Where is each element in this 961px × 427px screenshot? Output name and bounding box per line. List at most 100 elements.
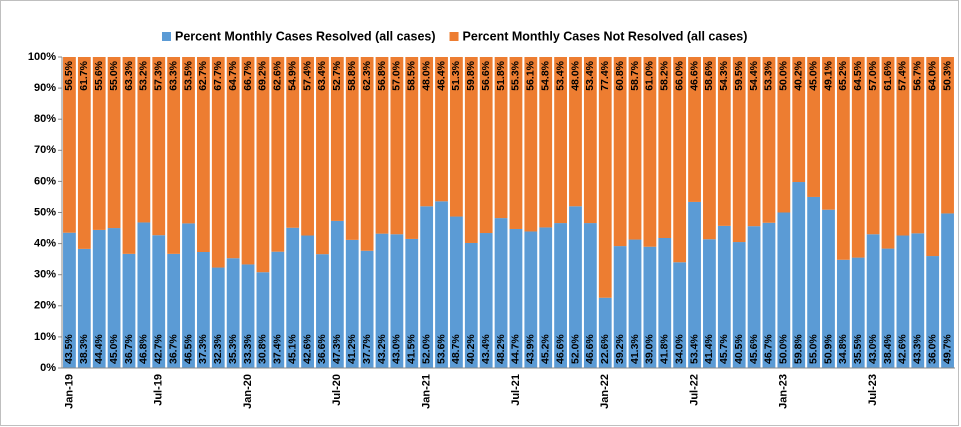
bar-segment [688, 57, 701, 202]
bar-segment [554, 223, 567, 368]
y-tick-label: 80% [34, 113, 56, 125]
bar-segment [494, 57, 508, 219]
bar-segment [822, 57, 835, 210]
value-label: 45.1% [286, 334, 298, 364]
x-tick-label: Jul-22 [688, 374, 700, 406]
x-tick-label: Jan-21 [421, 374, 433, 409]
bar-segment [896, 57, 910, 236]
bar-segment [152, 57, 166, 236]
bar-segment [301, 57, 314, 236]
value-label: 62.7% [197, 60, 209, 90]
value-label: 43.3% [912, 334, 924, 364]
value-label: 32.3% [212, 334, 224, 364]
value-label: 43.9% [525, 334, 537, 364]
x-tick-label: Jan-19 [63, 374, 75, 409]
bar-segment [866, 57, 880, 235]
value-label: 54.8% [539, 60, 551, 90]
value-label: 58.8% [346, 60, 358, 90]
bar-segment [881, 57, 895, 249]
bar-segment [63, 232, 76, 368]
bar-segment [836, 259, 850, 368]
bar-segment [703, 239, 716, 368]
value-label: 50.0% [778, 60, 790, 90]
bar-segment [405, 57, 419, 239]
value-label: 35.3% [227, 334, 239, 364]
bar-segment [360, 250, 374, 368]
value-label: 35.5% [852, 334, 864, 364]
bar-segment [286, 57, 300, 228]
bar-segment [92, 229, 106, 368]
y-tick-label: 70% [34, 144, 56, 156]
bar-segment [464, 57, 478, 243]
value-label: 53.6% [435, 334, 447, 364]
bar-segment [673, 262, 687, 368]
bar-segment [494, 218, 508, 368]
bar-segment [375, 57, 389, 234]
value-label: 45.0% [108, 334, 120, 364]
value-label: 53.4% [688, 334, 700, 364]
value-label: 39.0% [644, 334, 656, 364]
value-label: 57.0% [867, 60, 879, 90]
bar-segment [152, 235, 166, 368]
bar-segment [881, 248, 895, 368]
value-label: 55.0% [108, 60, 120, 90]
bar-segment [63, 57, 76, 233]
value-label: 45.2% [539, 334, 551, 364]
bar-segment [107, 57, 121, 229]
value-label: 59.5% [733, 60, 745, 90]
bar-segment [777, 212, 791, 368]
value-label: 53.4% [584, 60, 596, 90]
bar-segment [435, 201, 448, 368]
value-label: 77.4% [599, 60, 611, 90]
y-tick-label: 0% [40, 362, 56, 374]
value-label: 34.8% [837, 334, 849, 364]
bar-segment [330, 220, 344, 368]
bar-segment [524, 57, 538, 232]
value-label: 62.3% [361, 60, 373, 90]
value-label: 59.8% [793, 334, 805, 364]
value-label: 63.3% [123, 60, 135, 90]
bar-segment [122, 253, 136, 368]
value-label: 52.0% [420, 334, 432, 364]
bar-segment [345, 57, 359, 240]
value-label: 56.7% [912, 60, 924, 90]
value-label: 45.0% [807, 60, 819, 90]
y-tick-label: 20% [34, 300, 56, 312]
legend-swatch [449, 32, 459, 41]
value-label: 50.3% [941, 60, 953, 90]
bar-segment [673, 57, 687, 263]
y-tick-label: 60% [34, 175, 56, 187]
bar-segment [747, 57, 761, 227]
value-label: 38.3% [78, 334, 90, 364]
bar-segment [241, 264, 255, 368]
bar-segment [941, 57, 954, 214]
x-tick-label: Jul-23 [867, 374, 879, 406]
bar-segment [658, 238, 672, 368]
value-label: 46.6% [688, 60, 700, 90]
bar-segment [211, 57, 225, 268]
value-label: 66.0% [673, 60, 685, 90]
value-label: 37.3% [197, 334, 209, 364]
value-label: 64.7% [227, 60, 239, 90]
bar-segment [450, 216, 463, 368]
bar-segment [911, 57, 925, 234]
bar-segment [688, 201, 701, 368]
bar-segment [703, 57, 716, 240]
x-tick-label: Jul-20 [331, 374, 343, 406]
bar-segment [717, 225, 731, 368]
bar-segment [435, 57, 448, 202]
y-tick-label: 90% [34, 82, 56, 94]
x-tick-label: Jul-21 [510, 374, 522, 406]
value-label: 36.6% [316, 334, 328, 364]
bar-segment [539, 57, 553, 228]
value-label: 64.0% [926, 60, 938, 90]
bar-segment [375, 233, 389, 368]
value-label: 55.6% [93, 60, 105, 90]
bar-segment [583, 57, 597, 224]
value-label: 63.3% [167, 60, 179, 90]
bar-segment [747, 226, 761, 368]
value-label: 43.0% [391, 334, 403, 364]
bar-segment [792, 182, 806, 368]
value-label: 39.2% [614, 334, 626, 364]
